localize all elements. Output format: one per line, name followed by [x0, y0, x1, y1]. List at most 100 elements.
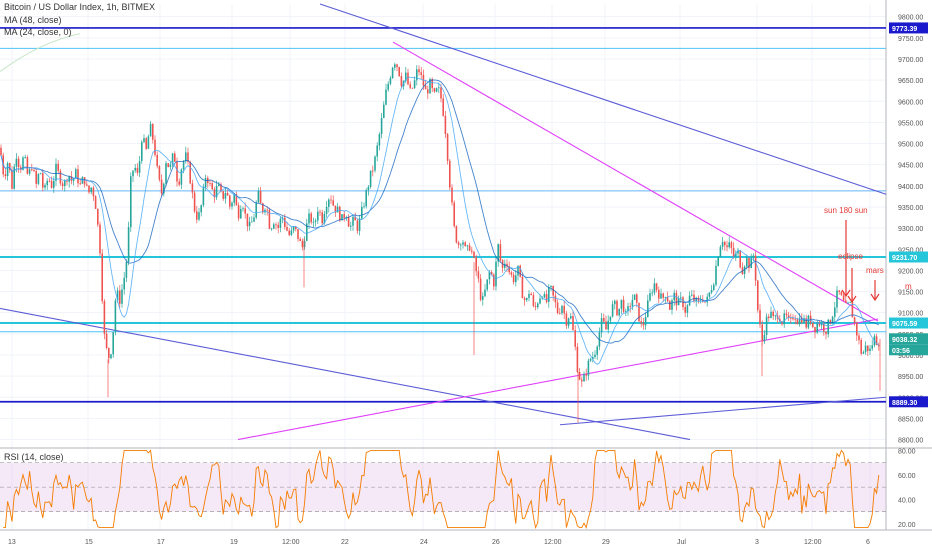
- candle-up: [644, 317, 647, 326]
- candle-down: [193, 192, 196, 212]
- candle-up: [116, 290, 119, 301]
- candle-down: [77, 169, 79, 184]
- candle-down: [662, 293, 664, 298]
- candle-down: [556, 302, 559, 314]
- candle-up: [526, 298, 528, 301]
- candle-up: [765, 316, 768, 335]
- time-tick-label: 3: [755, 539, 759, 546]
- candle-down: [418, 69, 420, 73]
- candle-down: [209, 182, 211, 184]
- candle-down: [605, 321, 607, 330]
- candle-down: [174, 153, 176, 162]
- candle-up: [708, 292, 711, 297]
- candle-down: [563, 305, 565, 314]
- annotation-4: m: [905, 282, 912, 291]
- candle-down: [622, 299, 625, 312]
- candle-down: [446, 134, 449, 161]
- candle-up: [746, 257, 748, 267]
- price-badge: [889, 396, 928, 408]
- candle-up: [539, 298, 541, 304]
- candle-up: [647, 300, 649, 318]
- candle-up: [314, 220, 317, 222]
- candle-down: [675, 292, 678, 306]
- candle-down: [554, 295, 557, 303]
- candle-down: [31, 169, 33, 171]
- candle-down: [658, 290, 660, 299]
- candle-up: [123, 277, 125, 290]
- time-tick-label: 26: [492, 539, 500, 546]
- candle-up: [862, 352, 865, 354]
- candle-down: [574, 330, 576, 347]
- price-tick-label: 9250.00: [898, 247, 923, 254]
- rsi-tick-label: 40.00: [898, 497, 916, 504]
- candle-down: [757, 280, 759, 310]
- candle-up: [251, 221, 253, 223]
- candle-down: [213, 189, 216, 198]
- candle-up: [350, 225, 352, 227]
- candle-down: [319, 211, 321, 213]
- candle-down: [532, 295, 535, 306]
- candle-up: [202, 187, 205, 206]
- candle-up: [323, 214, 326, 224]
- candle-down: [431, 79, 433, 89]
- candle-down: [11, 170, 13, 189]
- candle-up: [125, 262, 128, 278]
- time-tick-label: 19: [230, 539, 238, 546]
- candle-up: [358, 218, 361, 231]
- candle-up: [528, 293, 530, 299]
- candle-up: [365, 190, 367, 207]
- candle-down: [246, 213, 249, 227]
- candle-up: [255, 202, 257, 218]
- candle-down: [840, 291, 843, 296]
- candle-up: [39, 173, 42, 175]
- candle-down: [730, 242, 733, 248]
- ma48-line: [0, 79, 880, 344]
- candle-down: [576, 346, 579, 373]
- candle-up: [719, 246, 722, 257]
- candle-up: [132, 170, 134, 177]
- candle-down: [48, 180, 51, 182]
- candle-up: [312, 221, 315, 223]
- candle-up: [253, 217, 255, 222]
- candle-up: [24, 157, 26, 159]
- candle-down: [559, 313, 561, 314]
- candle-up: [374, 156, 376, 171]
- annotation-1: sun 180 sun: [824, 206, 868, 215]
- candle-down: [477, 271, 480, 279]
- candle-up: [631, 299, 634, 307]
- rsi-tick-label: 80.00: [898, 448, 916, 455]
- candle-down: [726, 245, 728, 248]
- time-tick-label: 17: [157, 539, 165, 546]
- candle-up: [15, 158, 18, 167]
- candle-up: [686, 305, 689, 313]
- candle-up: [592, 357, 594, 360]
- candle-down: [244, 208, 246, 214]
- candle-up: [270, 228, 273, 230]
- candle-down: [578, 372, 581, 380]
- candle-down: [0, 147, 2, 156]
- candle-up: [607, 320, 609, 330]
- candle-up: [385, 89, 387, 105]
- candle-down: [237, 205, 240, 219]
- candle-down: [356, 220, 359, 231]
- candle-up: [198, 212, 200, 220]
- candle-down: [669, 301, 671, 310]
- candle-down: [451, 187, 453, 203]
- candle-up: [143, 138, 145, 143]
- candle-up: [204, 177, 207, 188]
- candle-down: [154, 139, 156, 155]
- candle-up: [22, 157, 24, 170]
- candle-up: [717, 256, 719, 266]
- candle-up: [242, 208, 244, 210]
- candle-down: [411, 87, 414, 89]
- candle-up: [728, 242, 730, 248]
- candle-down: [61, 183, 64, 187]
- candle-down: [86, 184, 88, 186]
- price-tick-label: 9750.00: [898, 36, 923, 43]
- candle-down: [108, 347, 110, 359]
- candle-up: [561, 305, 563, 314]
- candle-up: [763, 334, 766, 342]
- candle-down: [266, 209, 268, 211]
